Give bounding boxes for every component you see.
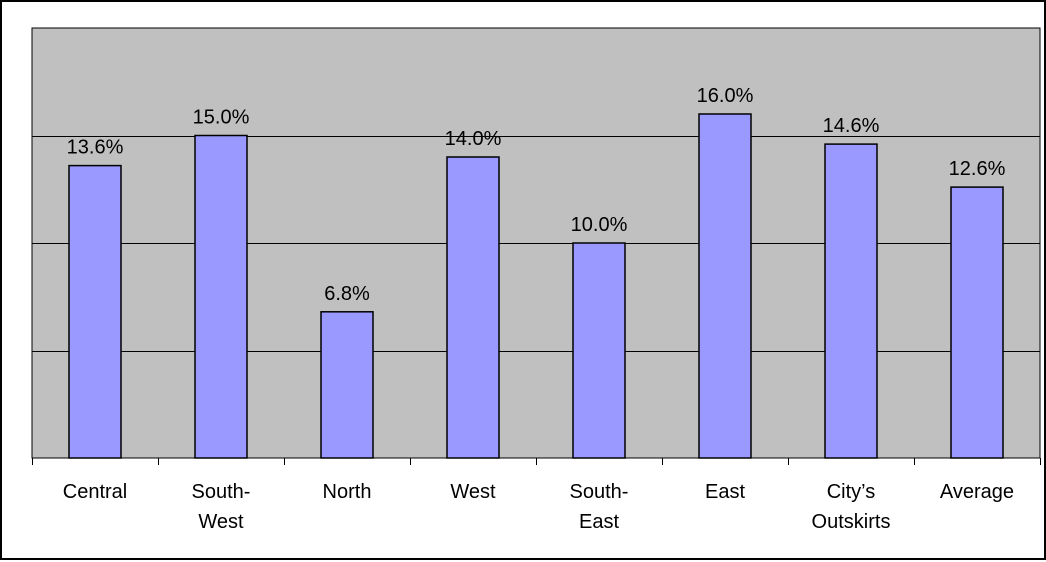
- category-label-0-line-0: Central: [63, 481, 127, 503]
- category-label-1-line-0: South-: [192, 481, 251, 503]
- data-label-0: 13.6%: [67, 137, 124, 159]
- category-label-0: Central: [63, 481, 127, 503]
- category-label-4: South- East: [570, 481, 629, 533]
- category-label-7: Average: [940, 481, 1014, 503]
- category-label-6: City’s Outskirts: [812, 481, 891, 533]
- bar-7: [950, 186, 1004, 459]
- category-label-6-line-1: Outskirts: [812, 511, 891, 533]
- x-axis-ticks: [32, 458, 1041, 465]
- bar-5: [698, 113, 752, 459]
- data-labels: 13.6% 15.0% 6.8% 14.0% 10.0% 16.0% 14.6% 12.6%: [67, 85, 1006, 305]
- data-label-1: 15.0%: [193, 107, 250, 129]
- bar-3: [446, 156, 500, 459]
- category-label-3-line-0: West: [450, 481, 496, 503]
- data-label-2: 6.8%: [324, 283, 370, 305]
- bar-4: [572, 242, 626, 459]
- category-label-2-line-0: North: [323, 481, 372, 503]
- category-label-7-line-0: Average: [940, 481, 1014, 503]
- bar-6: [824, 143, 878, 459]
- bar-1: [194, 134, 248, 459]
- category-label-1-line-1: West: [198, 511, 244, 533]
- category-label-6-line-0: City’s: [827, 481, 876, 503]
- data-label-6: 14.6%: [823, 115, 880, 137]
- data-label-4: 10.0%: [571, 214, 628, 236]
- category-label-3: West: [450, 481, 496, 503]
- category-label-4-line-0: South-: [570, 481, 629, 503]
- category-label-2: North: [323, 481, 372, 503]
- category-label-5-line-0: East: [705, 481, 745, 503]
- bar-2: [320, 311, 374, 459]
- category-label-5: East: [705, 481, 745, 503]
- category-label-1: South- West: [192, 481, 251, 533]
- data-label-3: 14.0%: [445, 128, 502, 150]
- category-label-4-line-1: East: [579, 511, 619, 533]
- data-label-5: 16.0%: [697, 85, 754, 107]
- bars: [68, 113, 1004, 459]
- bar-0: [68, 164, 122, 459]
- data-label-7: 12.6%: [949, 158, 1006, 180]
- category-labels: Central South- West North West South- East East…: [63, 481, 1014, 533]
